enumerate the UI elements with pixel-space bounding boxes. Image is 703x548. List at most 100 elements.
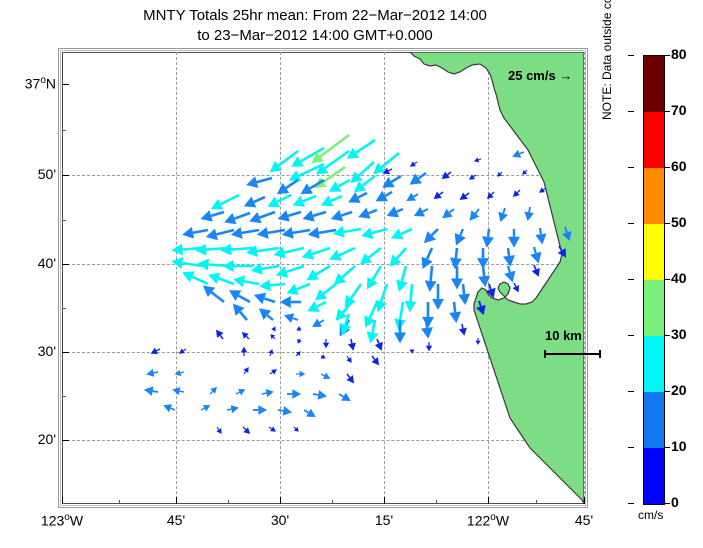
current-vector-head (482, 236, 494, 248)
colorbar-tick (665, 223, 670, 224)
current-vector-head (371, 357, 380, 366)
current-vector-shaft (474, 208, 480, 215)
current-vector-field (143, 133, 572, 435)
colorbar-tick-label: 20 (671, 382, 687, 398)
current-vector-head (275, 266, 289, 278)
current-vector-head (256, 226, 269, 239)
current-vector-head (421, 327, 433, 339)
current-vector-head (497, 171, 503, 177)
current-vector-head (449, 311, 462, 324)
current-vector-shaft (367, 246, 382, 259)
y-axis-tick-label: 20' (37, 431, 56, 447)
current-vector-head (286, 283, 299, 295)
current-vector-shaft (340, 210, 353, 217)
current-vector-shaft (488, 283, 492, 290)
current-vector-head (279, 296, 291, 308)
current-vector-head (291, 156, 304, 167)
y-axis-minor-tick (62, 308, 66, 309)
current-vector-shaft (414, 161, 418, 165)
current-vector-shaft (390, 174, 402, 184)
current-vector-head (182, 271, 195, 283)
current-vector-shaft (156, 348, 161, 352)
colorbar-segment (644, 224, 664, 280)
current-vector-head (174, 369, 182, 377)
current-vector-head (409, 173, 422, 185)
current-vector-head (374, 341, 383, 351)
x-axis-tick (384, 497, 385, 504)
current-vector-shaft (253, 195, 266, 204)
colorbar-tick-label: 60 (671, 158, 687, 174)
current-vector-head (200, 210, 213, 222)
current-vector-head (413, 206, 426, 217)
current-vector-head (293, 426, 299, 432)
current-vector-shaft (261, 392, 267, 395)
colorbar-tick (665, 167, 670, 168)
current-vector-head (241, 331, 249, 339)
colorbar-left-tick (628, 167, 634, 168)
x-axis-tick (280, 497, 281, 504)
gridline-vertical (584, 52, 585, 504)
current-vector-shaft (153, 371, 159, 374)
current-vector-head (276, 183, 290, 195)
current-vector-shaft (218, 277, 235, 286)
current-vector-head (208, 272, 221, 284)
current-vector-head (478, 275, 491, 288)
current-vector-shaft (413, 193, 419, 198)
current-vector-shaft (513, 282, 517, 287)
current-vector-head (258, 308, 272, 320)
x-axis-minor-tick (332, 500, 333, 504)
current-vector-head (353, 180, 367, 193)
current-vector-shaft (371, 355, 376, 361)
y-axis-tick-label: 30' (37, 343, 56, 359)
current-vector-shaft (261, 264, 280, 271)
current-vector-head (386, 206, 400, 218)
current-vector-shaft (219, 334, 224, 340)
current-vector-shaft (210, 291, 225, 304)
colorbar-segment (644, 280, 664, 336)
current-vector-shaft (311, 246, 331, 256)
current-vector-shaft (322, 282, 337, 295)
current-vector-shaft (216, 228, 235, 236)
colorbar-left-tick (628, 55, 634, 56)
current-vector-shaft (210, 210, 225, 218)
current-vector-shaft (243, 371, 247, 375)
current-vector-shaft (425, 247, 434, 260)
colorbar-segment (644, 336, 664, 392)
current-vector-shaft (478, 300, 482, 307)
current-vector-shaft (235, 391, 240, 395)
colorbar-segment (644, 448, 664, 504)
current-vector-head (375, 299, 387, 313)
current-vector-shaft (532, 246, 537, 254)
current-vector-head (424, 280, 437, 292)
current-vector-head (215, 329, 224, 338)
current-vector-head (210, 198, 224, 210)
current-vector-shaft (292, 317, 299, 321)
current-vector-head (422, 316, 434, 328)
current-vector-head (475, 340, 481, 346)
colorbar-tick (665, 335, 670, 336)
colorbar-left-tick (628, 391, 634, 392)
current-vector-head (277, 210, 290, 222)
distance-scale-label: 10 km (545, 328, 582, 343)
current-vector-shaft (558, 245, 563, 251)
plot-frame-outer (58, 48, 588, 508)
colorbar-note: NOTE: Data outside color range will be s… (600, 0, 614, 120)
coastline-land (409, 52, 584, 504)
x-axis-minor-tick (228, 500, 229, 504)
current-vector-head (202, 285, 216, 298)
current-vector-head (359, 252, 373, 265)
current-vector-shaft (230, 246, 254, 251)
current-vector-head (312, 318, 322, 328)
current-vector-shaft (292, 228, 311, 235)
current-vector-head (396, 279, 408, 292)
current-vector-shaft (499, 171, 503, 175)
current-vector-head (332, 225, 345, 238)
current-vector-shaft (179, 390, 185, 393)
current-vector-shaft (226, 408, 232, 411)
current-vector-shaft (192, 228, 209, 235)
current-vector-shaft (524, 169, 528, 173)
x-axis-minor-tick (436, 500, 437, 504)
current-vector-head (330, 209, 344, 222)
current-vector-head (512, 149, 522, 158)
